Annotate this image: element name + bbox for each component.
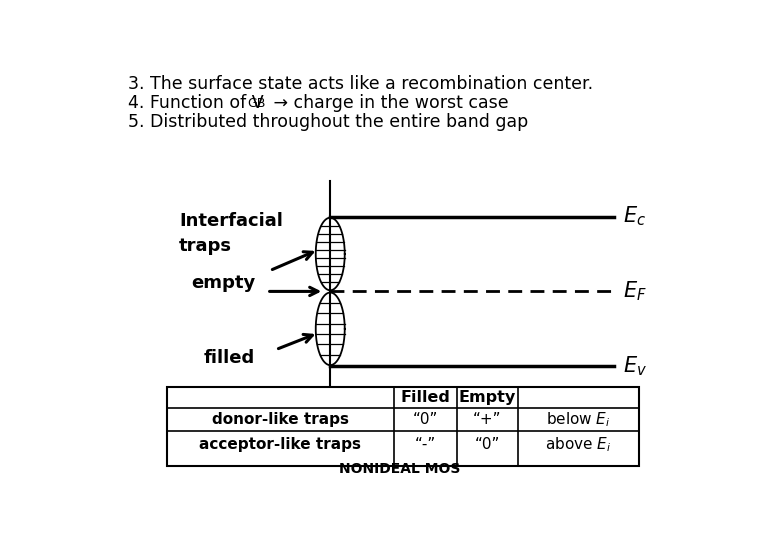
Text: below $\mathit{E_i}$: below $\mathit{E_i}$ — [546, 410, 610, 429]
Bar — [167, 387, 639, 466]
Text: 3. The surface state acts like a recombination center.: 3. The surface state acts like a recombi… — [128, 75, 593, 93]
Text: $\mathbf{\mathit{E_v}}$: $\mathbf{\mathit{E_v}}$ — [623, 354, 647, 378]
Text: → charge in the worst case: → charge in the worst case — [268, 94, 509, 112]
Text: traps: traps — [179, 237, 232, 255]
Text: Filled: Filled — [400, 390, 450, 405]
Text: Interfacial: Interfacial — [179, 212, 283, 230]
Text: empty: empty — [191, 274, 255, 292]
Text: “0”: “0” — [413, 412, 438, 427]
Text: filled: filled — [204, 349, 254, 367]
Text: donor-like traps: donor-like traps — [212, 412, 349, 427]
Text: GB: GB — [247, 97, 266, 110]
Text: Empty: Empty — [459, 390, 516, 405]
Text: acceptor-like traps: acceptor-like traps — [200, 437, 361, 452]
Text: “-”: “-” — [415, 437, 436, 452]
Text: “+”: “+” — [473, 412, 502, 427]
Text: $\mathbf{\mathit{E_c}}$: $\mathbf{\mathit{E_c}}$ — [623, 205, 647, 228]
Text: above $\mathit{E_i}$: above $\mathit{E_i}$ — [545, 435, 612, 454]
Text: “0”: “0” — [475, 437, 500, 452]
Text: NONIDEAL MOS: NONIDEAL MOS — [339, 462, 460, 476]
Text: 4. Function of V: 4. Function of V — [128, 94, 264, 112]
Text: $\mathbf{\mathit{E_F}}$: $\mathbf{\mathit{E_F}}$ — [623, 280, 647, 303]
Text: 5. Distributed throughout the entire band gap: 5. Distributed throughout the entire ban… — [128, 113, 528, 131]
